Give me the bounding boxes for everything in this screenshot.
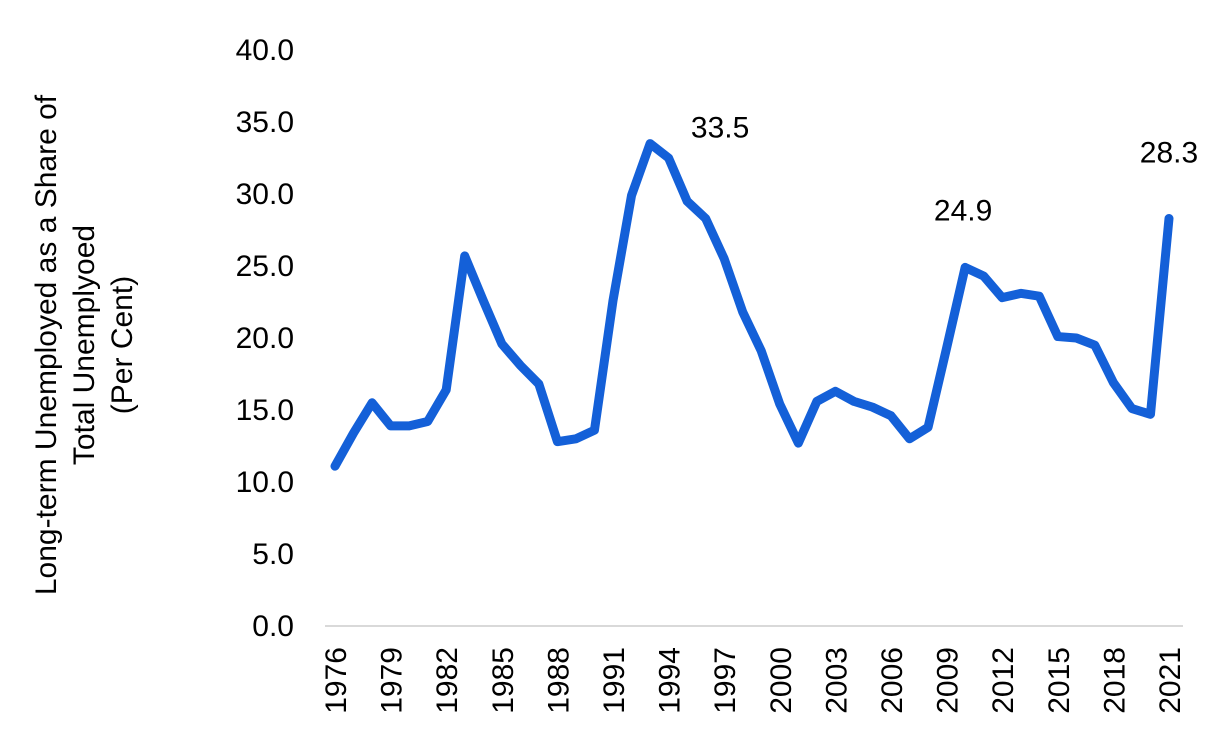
data-point (426, 420, 429, 423)
x-tick-label: 1985 (487, 647, 520, 714)
x-tick-label: 1979 (376, 647, 409, 714)
data-labels: 33.5 24.9 28.3 (691, 112, 1198, 228)
data-label: 24.9 (934, 194, 992, 227)
data-point (1019, 292, 1022, 295)
x-axis-ticks: 1976 1979 1982 1985 1988 1991 1994 1997 2000 2003… (320, 647, 1187, 714)
x-tick-label: 1988 (542, 647, 575, 714)
data-point (1168, 217, 1170, 220)
data-point (630, 194, 633, 197)
data-point (704, 217, 707, 220)
data-point (741, 311, 744, 314)
data-point (686, 200, 689, 203)
data-point (945, 347, 948, 350)
x-tick-label: 2021 (1154, 647, 1187, 714)
data-point (334, 465, 336, 468)
data-point (890, 414, 892, 417)
data-point (797, 442, 800, 445)
data-point (463, 254, 466, 257)
y-axis-label-line-3: (Per Cent) (106, 276, 139, 414)
x-tick-label: 2015 (1043, 647, 1076, 714)
data-point (389, 424, 392, 427)
data-point (371, 401, 374, 404)
y-tick-label: 25.0 (236, 250, 294, 283)
y-tick-label: 5.0 (252, 538, 294, 571)
data-point (815, 400, 818, 403)
x-tick-label: 2003 (820, 647, 853, 714)
data-point (1149, 413, 1152, 416)
data-point (352, 432, 355, 435)
x-tick-label: 1982 (431, 647, 464, 714)
data-point (760, 349, 763, 352)
x-tick-label: 2000 (765, 647, 798, 714)
y-tick-label: 0.0 (252, 610, 294, 643)
y-tick-label: 40.0 (236, 34, 294, 67)
y-tick-label: 30.0 (236, 178, 294, 211)
data-point (612, 299, 614, 302)
data-point (519, 364, 522, 367)
x-tick-label: 2018 (1098, 647, 1131, 714)
x-tick-label: 2006 (876, 647, 909, 714)
data-point (723, 257, 726, 260)
x-tick-label: 1991 (598, 647, 631, 714)
data-point (871, 406, 874, 409)
data-point (1093, 344, 1096, 347)
y-tick-label: 20.0 (236, 322, 294, 355)
data-point (1001, 296, 1004, 299)
data-point (964, 266, 967, 269)
data-point (593, 429, 596, 432)
data-point (500, 342, 503, 345)
x-tick-label: 1976 (320, 647, 353, 714)
data-point (445, 388, 448, 391)
data-point (667, 157, 670, 159)
data-label: 33.5 (691, 112, 749, 145)
data-point (834, 390, 837, 393)
y-axis-ticks: 0.0 5.0 10.0 15.0 20.0 25.0 30.0 35.0 40.0 (236, 34, 294, 643)
data-point (556, 440, 559, 443)
x-tick-label: 2009 (932, 647, 965, 714)
x-tick-label: 1994 (654, 647, 687, 714)
y-tick-label: 35.0 (236, 106, 294, 139)
y-tick-label: 15.0 (236, 394, 294, 427)
data-point (649, 142, 652, 145)
data-label: 28.3 (1140, 137, 1198, 170)
data-point (1056, 335, 1059, 338)
series-line (330, 139, 1174, 471)
data-point (982, 275, 985, 278)
data-points (334, 142, 1170, 468)
data-point (908, 437, 911, 440)
data-point (408, 424, 411, 427)
x-tick-label: 2012 (987, 647, 1020, 714)
y-axis-label-line-2: Total Unemplyoed (68, 225, 101, 465)
x-tick-label: 1997 (709, 647, 742, 714)
data-point (1130, 407, 1133, 410)
y-tick-label: 10.0 (236, 466, 294, 499)
data-point (852, 400, 855, 403)
y-axis-label: Long-term Unemployed as a Share of Total… (30, 94, 139, 595)
data-point (927, 426, 930, 429)
data-point (778, 403, 781, 406)
data-point (574, 437, 577, 440)
y-axis-label-line-1: Long-term Unemployed as a Share of (30, 94, 63, 595)
data-point (482, 299, 485, 302)
data-point (1075, 337, 1078, 339)
data-point (537, 383, 540, 386)
data-point (1112, 381, 1115, 384)
data-point (1038, 295, 1041, 298)
